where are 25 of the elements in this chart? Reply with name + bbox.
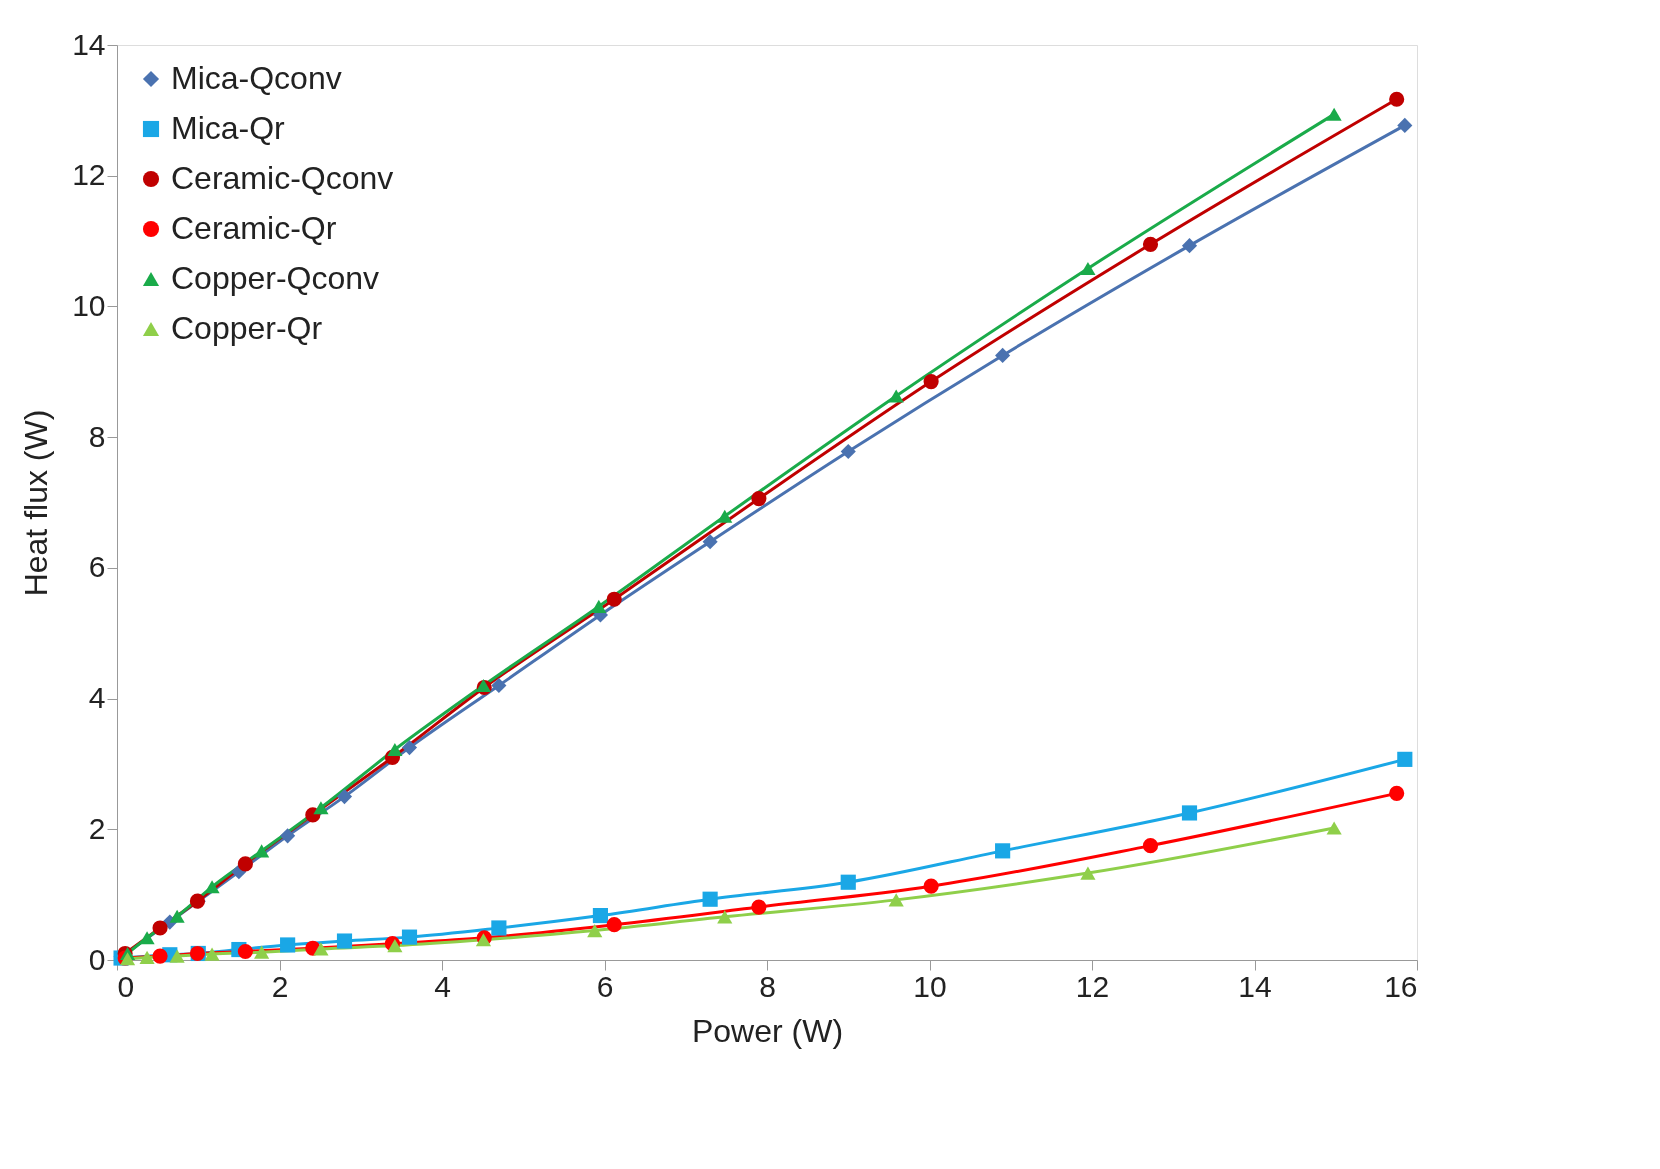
y-tick-label: 14 [72, 27, 106, 61]
x-tick-label: 12 [1075, 969, 1110, 1003]
legend-label: Ceramic-Qr [171, 210, 337, 246]
y-axis-title: Heat flux (W) [18, 409, 55, 597]
y-tick-label: 0 [88, 942, 106, 976]
x-tick-label: 16 [1384, 969, 1418, 1003]
x-tick-label: 0 [117, 969, 135, 1003]
x-tick-label: 4 [434, 969, 451, 1003]
x-tick-label: 6 [596, 969, 614, 1003]
y-tick-label: 8 [88, 419, 106, 453]
legend-label: Copper-Qconv [171, 260, 380, 296]
y-tick-label: 10 [72, 288, 106, 322]
legend-label: Copper-Qr [171, 310, 323, 346]
legend-label: Mica-Qr [171, 110, 286, 146]
x-tick-label: 2 [271, 969, 289, 1003]
y-tick-label: 12 [72, 158, 106, 192]
x-tick-label: 10 [913, 969, 947, 1003]
x-tick-label: 8 [759, 969, 776, 1003]
legend-label: Mica-Qconv [171, 60, 342, 96]
y-tick-label: 4 [88, 681, 106, 715]
x-tick-label: 14 [1238, 969, 1272, 1003]
legend-label: Ceramic-Qconv [171, 160, 394, 196]
y-tick-label: 6 [88, 550, 106, 584]
y-tick-label: 2 [88, 811, 106, 845]
x-axis-title: Power (W) [691, 1012, 844, 1049]
